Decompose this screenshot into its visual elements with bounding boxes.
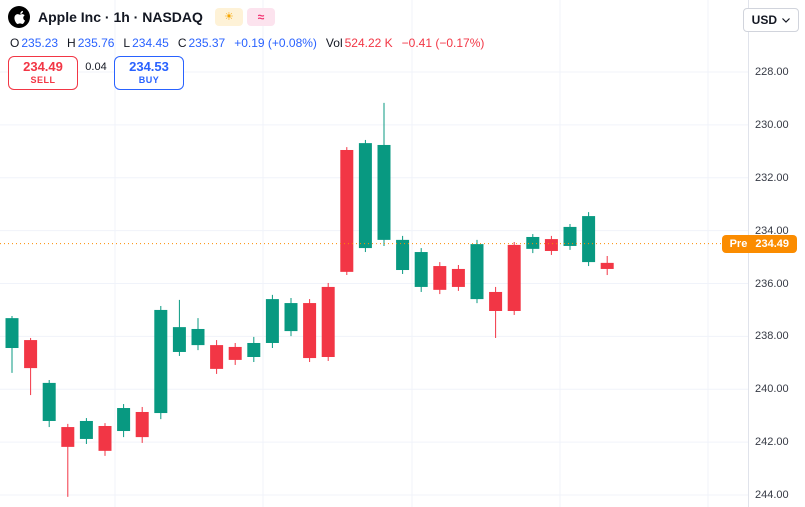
close-price: 235.37 xyxy=(188,36,226,50)
price-axis-label: 234.00 xyxy=(755,224,789,237)
premarket-label: Pre xyxy=(729,237,748,250)
buy-price: 234.53 xyxy=(129,59,169,75)
pink-wave-icon[interactable]: ≈ xyxy=(246,8,275,26)
low-value: L 234.45 xyxy=(123,36,168,50)
open-label: O xyxy=(10,36,20,50)
price-axis-label: 242.00 xyxy=(755,436,789,449)
session-change: −0.41 (−0.17%) xyxy=(401,36,485,50)
symbol-title[interactable]: Apple Inc · 1h · NASDAQ xyxy=(38,9,203,25)
price-axis[interactable]: 228.00 230.00 232.00 234.00 236.00 238.00 240.… xyxy=(748,0,805,507)
open-price: 235.23 xyxy=(21,36,59,50)
close-value: C 235.37 xyxy=(178,36,225,50)
sell-price: 234.49 xyxy=(23,59,63,75)
sell-button[interactable]: 234.49 SELL xyxy=(8,56,78,90)
low-label: L xyxy=(123,36,131,50)
price-axis-label: 244.00 xyxy=(755,489,789,501)
apple-glyph-icon xyxy=(13,10,25,24)
symbol-header: Apple Inc · 1h · NASDAQ ☀ ≈ xyxy=(8,6,275,28)
premarket-sun-icon[interactable]: ☀ xyxy=(214,8,243,26)
trade-panel: 234.49 SELL 0.04 234.53 BUY xyxy=(8,56,184,90)
low-price: 234.45 xyxy=(132,36,169,50)
volume-value: Vol 524.22 K xyxy=(326,36,393,50)
ohlc-row: O 235.23 H 235.76 L 234.45 C 235.37 +0.1… xyxy=(10,36,484,50)
buy-label: BUY xyxy=(138,75,160,86)
high-label: H xyxy=(67,36,76,50)
premarket-price: 234.49 xyxy=(755,237,789,250)
volume-amount: 524.22 K xyxy=(344,36,393,50)
price-axis-label: 230.00 xyxy=(755,118,789,131)
currency-label: USD xyxy=(751,13,777,27)
open-value: O 235.23 xyxy=(10,36,58,50)
price-axis-label: 232.00 xyxy=(755,171,789,184)
price-axis-label: 236.00 xyxy=(755,277,789,290)
market-status-badges: ☀ ≈ xyxy=(214,8,275,26)
sell-label: SELL xyxy=(30,75,56,86)
chevron-down-icon xyxy=(782,17,790,23)
high-value: H 235.76 xyxy=(67,36,114,50)
volume-label: Vol xyxy=(325,36,343,50)
price-axis-label: 240.00 xyxy=(755,383,789,396)
close-label: C xyxy=(177,36,187,50)
spread-value: 0.04 xyxy=(85,61,107,73)
apple-logo-icon xyxy=(8,6,30,28)
high-price: 235.76 xyxy=(77,36,115,50)
premarket-price-badge: Pre 234.49 xyxy=(721,234,797,253)
price-axis-label: 228.00 xyxy=(755,66,789,78)
price-axis-label: 238.00 xyxy=(755,330,789,343)
price-change: +0.19 (+0.08%) xyxy=(234,36,317,50)
currency-dropdown[interactable]: USD xyxy=(742,8,799,32)
buy-button[interactable]: 234.53 BUY xyxy=(114,56,184,90)
